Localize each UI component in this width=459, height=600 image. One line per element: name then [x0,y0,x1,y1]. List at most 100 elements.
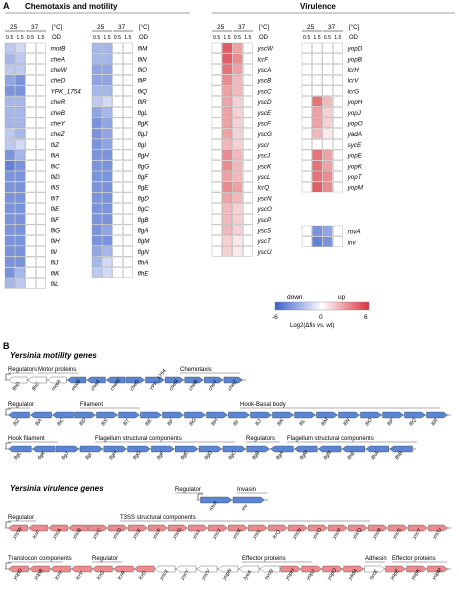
gene-arrow [341,445,366,453]
heatmap-cell [102,214,113,225]
gene-arrow [96,411,118,419]
heatmap-cell [15,42,26,54]
heatmap-cell [333,64,343,75]
heatmap-cell [333,42,343,54]
heatmap-cell [15,171,26,182]
operon-gene-label: lcrR [117,570,127,581]
heatmap-cell [333,225,343,237]
legend-colorbar [274,301,370,311]
legend-max: 6 [364,314,368,321]
operon-gene-label: fliJ [254,418,263,427]
gene-arrow [29,565,50,573]
heatmap-cell [243,74,253,86]
gene-arrow [125,376,145,384]
heatmap-cell [36,160,46,171]
operon-gene-label: flhC [31,381,41,392]
od-value-label: 0.5 [6,35,13,41]
heatmap-cell [243,181,253,193]
heatmap-cell [123,117,133,128]
heatmap-cell [36,85,46,96]
gene-arrow [175,445,199,453]
gene-arrow [47,376,67,384]
heatmap-cell [123,85,133,96]
heatmap-cell [301,171,312,182]
od-value-label: 0.5 [93,35,100,41]
heatmap-cell [15,128,26,139]
gene-arrow [68,524,88,532]
operon-gene-label: fliH [210,417,219,427]
heatmap-cell [123,149,133,161]
heatmap-cell [243,192,253,203]
heatmap-cell [211,64,222,75]
temp-unit-label: [°C] [139,25,149,31]
gene-label: fliN [138,56,148,63]
operon-gene-label: yscI [191,529,202,541]
gene-label: flgH [138,153,150,160]
heatmap-cell [211,107,222,118]
od-value-label: 1.5 [223,35,230,41]
heatmap-cell [301,64,312,75]
gene-label: lcrQ [258,185,270,192]
heatmap-cell [243,85,253,96]
heatmap-cell [222,64,233,75]
gene-arrow [427,565,448,573]
gene-label: yopK [347,163,363,170]
gene-arrow [127,445,151,453]
operon-section-title: Regulators [8,367,37,373]
legend-up-label: up [338,294,346,301]
gene-arrow [74,411,96,419]
heatmap-cell [222,128,233,139]
temp-37-label: 37 [238,24,246,31]
heatmap-cell [301,96,312,107]
operon-section-title: Invasin [237,487,256,493]
od-value-label: 0.5 [234,35,241,41]
heatmap-cell [301,149,312,161]
operon-gene-label: yscL [251,528,263,541]
heatmap-cell [25,85,36,96]
heatmap-cell [4,139,15,150]
gene-label: fliQ [138,88,148,95]
heatmap-cell [102,181,113,193]
gene-label: fliO [138,67,148,74]
od-value-label: 0.5 [213,35,220,41]
heatmap-cell [123,267,133,278]
od-value-label: 0.5 [114,35,121,41]
gene-label: fliD [51,174,61,181]
gene-arrow [408,524,428,532]
gene-arrow [348,524,368,532]
heatmap-cell [25,246,36,257]
heatmap-cell [36,107,46,118]
gene-arrow [133,565,155,573]
gene-arrow [140,411,162,419]
gene-arrow [48,524,68,532]
heatmap-cell [211,171,222,182]
heatmap-cell [222,85,233,96]
gene-arrow [343,565,364,573]
operon-gene-label: flgK [37,450,47,461]
heatmap-cell [232,192,243,203]
gene-label: flgE [138,185,150,192]
gene-arrow [92,565,113,573]
heatmap-cell [243,203,253,214]
gene-arrow [364,565,385,573]
operon-gene-label: fliE [144,417,153,427]
gene-label: yscT [257,238,272,245]
gene-label: yscU [257,249,272,256]
heatmap-cell [301,85,312,96]
operon-gene-label: fliT [122,417,131,427]
heatmap-cell [211,85,222,96]
temp-25-label: 25 [217,24,225,31]
heatmap-cell [222,235,233,246]
gene-arrow [86,376,106,384]
operon-gene-label: flgG [132,450,142,461]
operon-gene-label: fliC [56,417,65,427]
gene-label: cheY [51,121,66,128]
operon-section-title: Motor proteins [38,367,76,373]
heatmap-cell [243,149,253,161]
heatmap-cell [112,85,123,96]
gene-arrow [250,411,272,419]
gene-arrow [27,376,47,384]
gene-label: cheW [51,67,68,74]
gene-label: yscJ [257,153,271,160]
heatmap-cell [91,149,102,161]
